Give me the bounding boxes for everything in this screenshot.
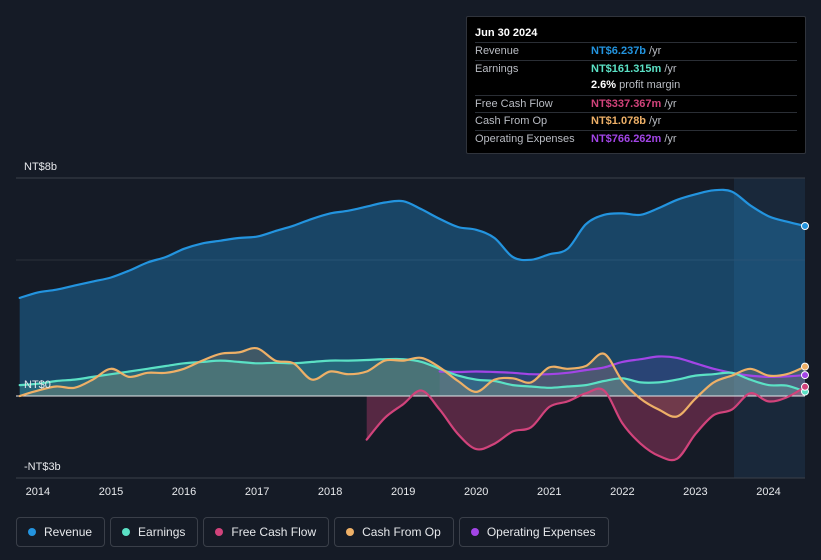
x-tick-label: 2020 [464, 486, 488, 498]
legend: Revenue Earnings Free Cash Flow Cash Fro… [16, 517, 609, 547]
x-tick-label: 2022 [610, 486, 634, 498]
x-tick-label: 2023 [683, 486, 707, 498]
tooltip-value: NT$337.367m [591, 97, 662, 110]
tooltip-value: NT$1.078b [591, 115, 647, 127]
tooltip-unit: /yr [664, 97, 677, 110]
tooltip-value: 2.6% [591, 79, 617, 91]
tooltip-date: Jun 30 2024 [475, 27, 538, 39]
legend-label: Operating Expenses [486, 525, 596, 539]
tooltip-value: NT$161.315m [591, 62, 662, 75]
tooltip-label: Cash From Op [475, 115, 548, 127]
tooltip-row-margin: 2.6% profit margin [475, 77, 797, 95]
legend-item-revenue[interactable]: Revenue [16, 517, 106, 547]
legend-label: Free Cash Flow [231, 525, 317, 539]
legend-item-free-cash-flow[interactable]: Free Cash Flow [203, 517, 330, 547]
tooltip-value: NT$6.237b [591, 45, 647, 57]
x-tick-label: 2017 [245, 486, 269, 498]
tooltip-label [475, 77, 591, 95]
tooltip-row-earnings: Earnings NT$161.315m /yr [475, 59, 797, 78]
tooltip-row-cfo: Cash From Op NT$1.078b /yr [475, 112, 797, 130]
financial-chart: NT$8b NT$0 -NT$3b 2014 2015 2016 2017 2018 20… [16, 161, 809, 498]
legend-label: Earnings [138, 525, 186, 539]
legend-label: Revenue [44, 525, 93, 539]
x-tick-label: 2016 [172, 486, 196, 498]
tooltip-label: Revenue [475, 45, 520, 57]
tooltip-label: Operating Expenses [475, 132, 575, 145]
series-area-free-cash-flow [366, 386, 805, 461]
tooltip-panel: Jun 30 2024 Revenue NT$6.237b /yr Earnin… [466, 16, 806, 154]
tooltip-row-fcf: Free Cash Flow NT$337.367m /yr [475, 94, 797, 113]
series-line-cash-from-op [18, 346, 807, 418]
tooltip-unit: /yr [649, 115, 662, 127]
y-label-zero: NT$0 [24, 379, 51, 391]
legend-item-cash-from-op[interactable]: Cash From Op [334, 517, 454, 547]
tooltip-unit: /yr [664, 132, 677, 145]
series-line-operating-expenses [438, 355, 807, 379]
x-tick-label: 2024 [756, 486, 780, 498]
legend-item-earnings[interactable]: Earnings [110, 517, 199, 547]
legend-dot-icon [28, 528, 36, 536]
x-tick-label: 2021 [537, 486, 561, 498]
x-tick-label: 2019 [391, 486, 415, 498]
series-line-free-cash-flow [365, 385, 807, 462]
series-end-point-free-cash-flow[interactable] [801, 382, 809, 391]
legend-dot-icon [122, 528, 131, 536]
y-label-top: NT$8b [24, 161, 57, 173]
forecast-region [734, 178, 805, 478]
x-tick-label: 2018 [318, 486, 342, 498]
tooltip-row-opex: Operating Expenses NT$766.262m /yr [475, 129, 797, 148]
legend-dot-icon [346, 528, 355, 536]
tooltip-unit: /yr [649, 45, 662, 57]
legend-item-operating-expenses[interactable]: Operating Expenses [458, 517, 609, 547]
series-area-earnings [19, 358, 805, 396]
x-tick-label: 2014 [26, 486, 50, 498]
tooltip-label: Free Cash Flow [475, 97, 553, 110]
y-label-bottom: -NT$3b [24, 461, 61, 473]
tooltip-row-revenue: Revenue NT$6.237b /yr [475, 42, 797, 60]
series-line-earnings [18, 357, 807, 393]
tooltip-value: NT$766.262m [591, 132, 662, 145]
tooltip-unit: /yr [664, 62, 677, 75]
series-end-point-operating-expenses[interactable] [801, 371, 809, 380]
series-end-point-cash-from-op[interactable] [801, 362, 809, 371]
series-line-revenue [18, 188, 807, 299]
legend-dot-icon [215, 528, 224, 536]
series-end-point-revenue[interactable] [801, 222, 809, 230]
tooltip-unit: profit margin [619, 79, 681, 91]
legend-dot-icon [470, 528, 479, 536]
x-tick-label: 2015 [99, 486, 123, 498]
legend-label: Cash From Op [362, 525, 441, 539]
tooltip-label: Earnings [475, 62, 519, 75]
